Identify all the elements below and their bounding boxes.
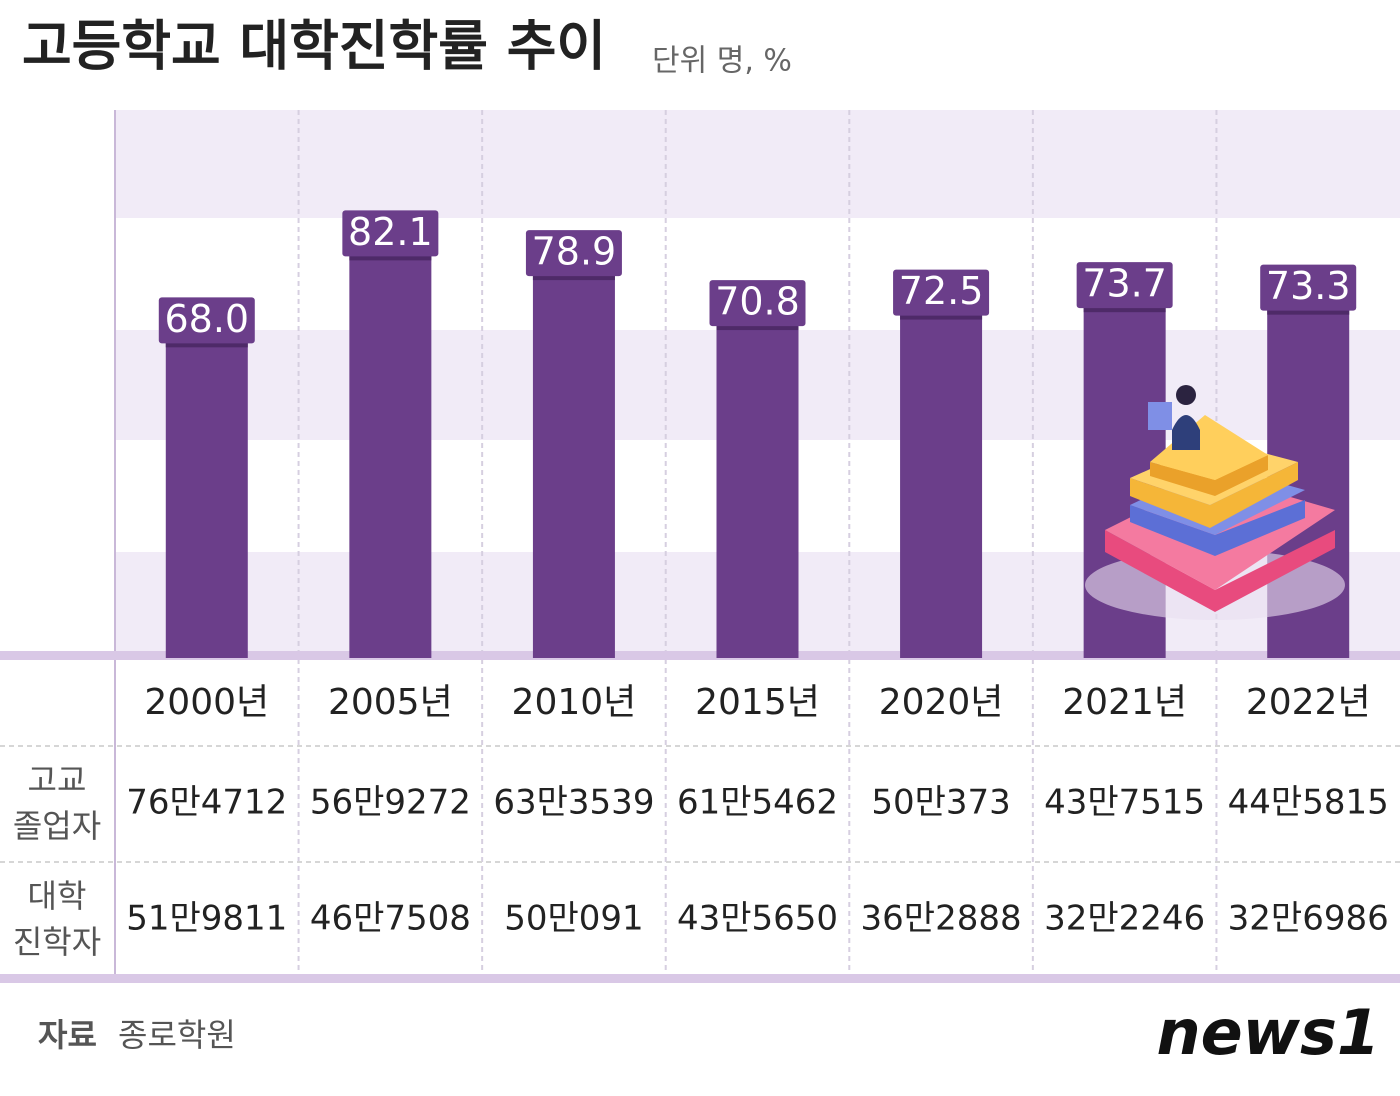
row-header: 대학 xyxy=(28,877,87,915)
table-cell: 43만5650 xyxy=(677,899,838,939)
table-cell: 46만7508 xyxy=(310,899,471,939)
table-bottom-band xyxy=(0,974,1400,983)
value-label: 82.1 xyxy=(348,210,433,254)
data-table: 2000년 2005년 2010년 2015년 2020년 2021년 2022년고교졸업자… xyxy=(13,682,1389,961)
table-cell: 63만3539 xyxy=(493,783,654,823)
value-label-box xyxy=(525,230,622,277)
value-label: 68.0 xyxy=(164,297,249,341)
bar xyxy=(900,309,983,658)
bar xyxy=(532,270,615,658)
illustration xyxy=(1085,385,1345,620)
x-tick-label: 2021년 xyxy=(1062,682,1187,723)
table-cell: 51만9811 xyxy=(126,899,287,939)
table-cell: 32만6986 xyxy=(1228,899,1389,939)
value-label: 72.5 xyxy=(899,269,984,313)
row-header: 졸업자 xyxy=(13,807,101,845)
bar xyxy=(716,320,799,658)
source-name: 종로학원 xyxy=(118,1016,236,1054)
source-label: 자료 xyxy=(38,1016,97,1054)
table-cell: 36만2888 xyxy=(861,899,1022,939)
value-label-box xyxy=(709,280,806,327)
table-cell: 50만373 xyxy=(871,783,1010,823)
table-cell: 61만5462 xyxy=(677,783,838,823)
bar xyxy=(165,337,248,658)
value-label-box xyxy=(893,269,990,316)
x-tick-label: 2005년 xyxy=(328,682,453,723)
table-cell: 44만5815 xyxy=(1228,783,1389,823)
table-cell: 56만9272 xyxy=(310,783,471,823)
table-cell: 32만2246 xyxy=(1044,899,1205,939)
value-label-box xyxy=(1260,264,1357,311)
x-tick-label: 2020년 xyxy=(879,682,1004,723)
baseline-band xyxy=(0,651,1400,660)
x-tick-label: 2015년 xyxy=(695,682,820,723)
value-label: 70.8 xyxy=(715,280,800,324)
table-cell: 76만4712 xyxy=(126,783,287,823)
value-label: 73.7 xyxy=(1082,262,1167,306)
row-header: 고교 xyxy=(28,761,87,799)
table-cell: 50만091 xyxy=(504,899,643,939)
chart-title: 고등학교 대학진학률 추이 xyxy=(22,15,606,78)
x-tick-label: 2010년 xyxy=(512,682,637,723)
x-tick-label: 2022년 xyxy=(1246,682,1371,723)
value-label-box xyxy=(1076,262,1173,309)
column-dividers xyxy=(114,110,1218,975)
bar xyxy=(349,250,432,658)
row-header: 진학자 xyxy=(13,923,101,961)
value-label-box xyxy=(158,297,255,344)
plot: 68.0 82.1 78.9 70.8 72.5 73.7 73.3 xyxy=(158,210,1357,658)
x-tick-label: 2000년 xyxy=(144,682,269,723)
unit-note: 단위 명, % xyxy=(652,44,792,79)
value-label-box xyxy=(342,210,439,257)
table-cell: 43만7515 xyxy=(1044,783,1205,823)
logo: news1 xyxy=(1156,996,1380,1069)
value-label: 73.3 xyxy=(1266,264,1351,308)
value-label: 78.9 xyxy=(532,230,617,274)
